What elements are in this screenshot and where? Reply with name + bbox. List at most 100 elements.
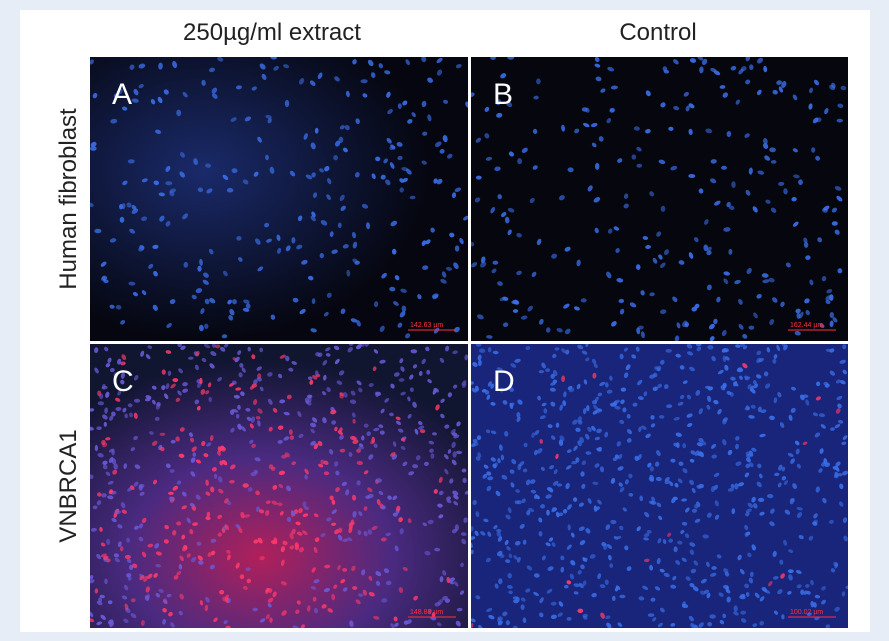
nucleus (433, 489, 438, 494)
nucleus (94, 347, 99, 353)
nucleus (449, 580, 454, 585)
nucleus (496, 531, 502, 537)
nucleus (181, 505, 187, 510)
nucleus (721, 330, 727, 337)
nucleus (395, 416, 401, 421)
nucleus (201, 357, 207, 363)
nucleus (141, 290, 147, 296)
nucleus (841, 470, 848, 476)
nucleus (540, 466, 545, 472)
nucleus (286, 485, 291, 492)
row-header: VNBRCA1 (55, 429, 82, 542)
nucleus (286, 394, 292, 400)
nucleus (90, 474, 94, 480)
nucleus (519, 523, 525, 529)
nucleus (487, 531, 492, 537)
nucleus (660, 262, 666, 269)
nucleus (392, 495, 398, 501)
nucleus (378, 424, 384, 429)
nucleus (305, 174, 313, 180)
nucleus (105, 471, 111, 476)
nucleus (821, 276, 827, 282)
nucleus (484, 106, 490, 112)
nucleus (577, 570, 582, 575)
nucleus (252, 607, 258, 612)
nucleus (753, 312, 758, 319)
nucleus (777, 589, 783, 595)
nucleus (178, 564, 183, 570)
nucleus (160, 446, 165, 452)
nucleus (514, 358, 521, 363)
nucleus (722, 417, 728, 422)
nucleus (586, 405, 590, 412)
nucleus (749, 571, 754, 578)
nucleus (268, 588, 273, 594)
nucleus (710, 159, 717, 164)
nucleus (399, 358, 404, 364)
nucleus (310, 328, 317, 333)
nucleus (689, 542, 696, 547)
nucleus (109, 238, 117, 243)
nucleus (580, 298, 587, 303)
nucleus (331, 509, 337, 515)
nucleus (745, 591, 750, 597)
nucleus (367, 487, 373, 493)
nucleus (498, 578, 503, 585)
nucleus (387, 109, 393, 115)
nucleus (342, 392, 348, 398)
nucleus (744, 583, 750, 589)
nucleus (829, 370, 836, 376)
nucleus (592, 481, 599, 485)
nucleus (810, 579, 814, 586)
nucleus (373, 427, 380, 432)
cells (90, 57, 848, 628)
nucleus (545, 542, 551, 547)
nucleus (347, 346, 353, 353)
nucleus (255, 506, 260, 512)
nucleus (529, 197, 535, 204)
nucleus (570, 532, 575, 538)
nucleus (613, 536, 619, 540)
nucleus (396, 142, 403, 147)
nucleus (190, 556, 197, 563)
nucleus (591, 142, 597, 148)
nucleus (400, 366, 405, 372)
nucleus (456, 450, 463, 455)
nucleus (425, 239, 431, 245)
nucleus (151, 440, 158, 446)
nucleus (835, 379, 841, 384)
nucleus (410, 349, 418, 354)
nucleus (640, 290, 645, 296)
nucleus (319, 168, 324, 173)
nucleus (759, 596, 765, 602)
nucleus (288, 367, 294, 372)
nucleus (107, 600, 113, 605)
nucleus (474, 530, 479, 536)
nucleus (242, 585, 248, 590)
nucleus (737, 368, 744, 373)
nucleus (210, 351, 217, 357)
nucleus (250, 471, 257, 477)
nucleus (795, 308, 801, 314)
nucleus (722, 613, 727, 619)
nucleus (717, 408, 722, 415)
nucleus (593, 197, 601, 203)
nucleus (141, 216, 148, 221)
nucleus (390, 220, 398, 227)
nucleus (837, 268, 843, 274)
nucleus (706, 246, 712, 253)
nucleus (245, 407, 251, 412)
nucleus (348, 452, 353, 457)
nucleus (205, 516, 211, 521)
nucleus (105, 363, 111, 368)
nucleus (573, 591, 579, 595)
nucleus (829, 312, 835, 318)
nucleus (550, 601, 557, 606)
nucleus (617, 622, 623, 628)
nucleus (606, 543, 613, 550)
nucleus (103, 279, 109, 284)
nucleus (471, 526, 474, 532)
nucleus (673, 59, 679, 65)
nucleus (713, 472, 720, 478)
nucleus (440, 413, 445, 419)
